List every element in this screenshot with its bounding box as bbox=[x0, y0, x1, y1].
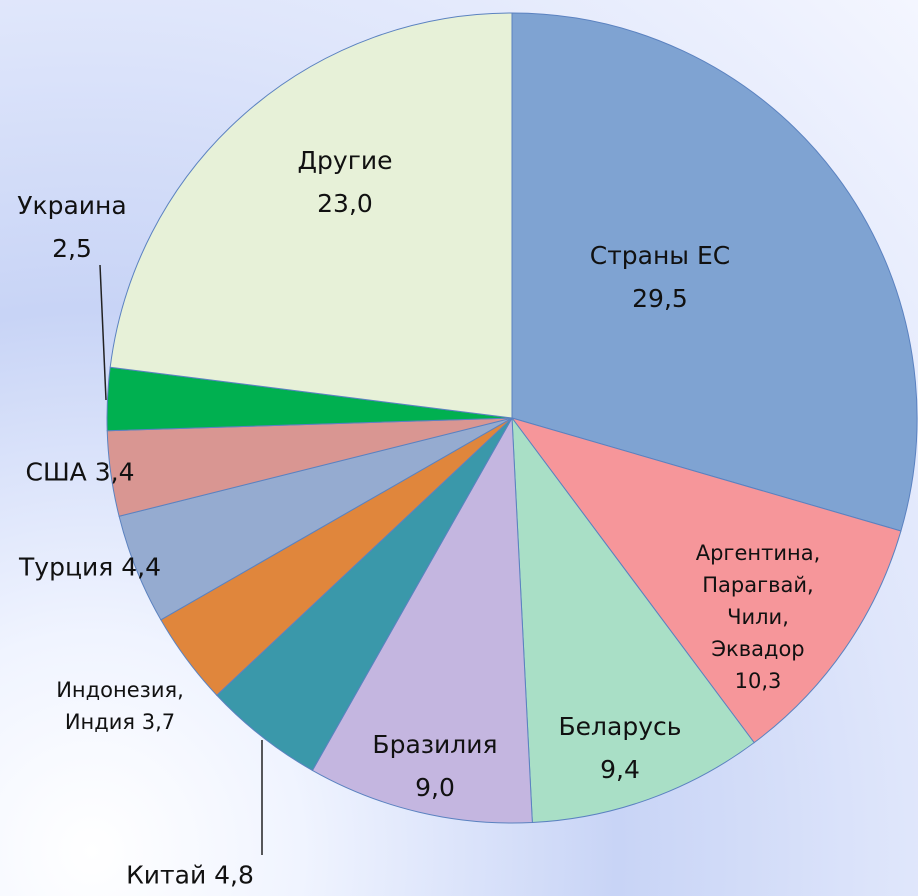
slice-label: Индонезия, Индия 3,7 bbox=[45, 674, 195, 738]
value-label: 9,4 bbox=[600, 755, 640, 784]
category-name: Турция bbox=[19, 552, 114, 582]
slice-label: Беларусь 9,4 bbox=[520, 705, 720, 791]
value-label: 3,7 bbox=[141, 710, 176, 734]
value-label: 29,5 bbox=[632, 284, 688, 313]
pie-slice bbox=[510, 417, 902, 744]
pie-slice bbox=[511, 12, 918, 532]
value-label: 10,3 bbox=[734, 669, 782, 693]
slice-label: Турция 4,4 bbox=[0, 546, 190, 589]
pie-slice bbox=[109, 12, 513, 419]
slice-label: США 3,4 bbox=[0, 451, 180, 494]
leader-line bbox=[99, 264, 107, 401]
slice-label: Китай 4,8 bbox=[90, 854, 290, 896]
value-label: 23,0 bbox=[317, 189, 373, 218]
value-label: 9,0 bbox=[415, 773, 455, 802]
category-name: Другие bbox=[297, 146, 393, 175]
slice-label: Аргентина, Парагвай, Чили, Эквадор 10,3 bbox=[693, 537, 823, 697]
value-label: 4,4 bbox=[121, 552, 161, 582]
category-name: Индонезия, Индия bbox=[56, 678, 184, 734]
category-name: Бразилия bbox=[372, 730, 498, 759]
pie-slice bbox=[311, 416, 533, 824]
category-name: Беларусь bbox=[558, 712, 682, 741]
slice-label: Другие 23,0 bbox=[245, 139, 445, 225]
category-name: Аргентина, Парагвай, Чили, Эквадор bbox=[695, 541, 821, 661]
slice-label: Украина 2,5 bbox=[0, 184, 172, 270]
category-name: США bbox=[25, 457, 87, 487]
slice-label: Бразилия 9,0 bbox=[335, 723, 535, 809]
value-label: 4,8 bbox=[214, 860, 254, 890]
value-label: 3,4 bbox=[94, 457, 135, 487]
category-name: Украина bbox=[17, 191, 127, 220]
category-name: Страны ЕС bbox=[589, 241, 731, 270]
slice-label: Страны ЕС 29,5 bbox=[560, 234, 760, 320]
category-name: Китай bbox=[126, 860, 207, 890]
value-label: 2,5 bbox=[52, 234, 92, 263]
pie-slice bbox=[511, 416, 755, 824]
